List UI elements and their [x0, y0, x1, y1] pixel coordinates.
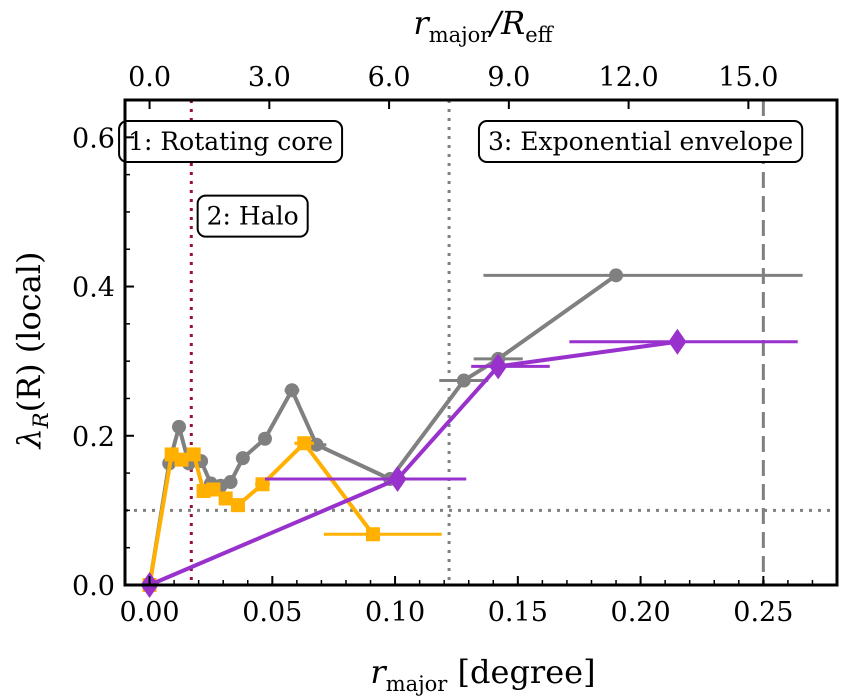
series-1-point-6 — [218, 491, 233, 506]
series-2-point-1 — [388, 466, 407, 493]
series-0-point-2 — [172, 419, 187, 434]
series-0-point-8 — [235, 451, 250, 466]
series-1-point-8 — [255, 477, 270, 492]
series-0-line — [147, 273, 618, 586]
series-1-point-2 — [174, 452, 189, 467]
annotation-layer: 1: Rotating core 2: Halo 3: Exponential en… — [118, 120, 804, 238]
x-tick-label-2: 0.10 — [365, 597, 425, 628]
series-0 — [142, 268, 803, 592]
series-1-point-5 — [206, 482, 221, 497]
annotation-1-text: 2: Halo — [207, 202, 299, 231]
top-x-axis-label: rmajor/Reff — [413, 4, 554, 47]
series-layer — [140, 268, 803, 598]
series-2-point-3 — [668, 328, 687, 355]
annotation-0-text: 1: Rotating core — [128, 127, 333, 156]
y-axis-label: λR(R) (local) — [10, 251, 53, 450]
top-x-tick-label-4: 12.0 — [599, 62, 659, 93]
x-tick-label-3: 0.15 — [488, 597, 548, 628]
annotation-2-box — [477, 120, 804, 164]
annotation-1: 2: Halo — [196, 194, 309, 238]
series-1-point-10 — [365, 527, 380, 542]
series-0-point-15 — [609, 268, 624, 283]
series-1 — [142, 436, 442, 592]
top-x-tick-label-1: 3.0 — [248, 62, 291, 93]
y-tick-label-2: 0.4 — [72, 273, 115, 304]
y-tick-label-0: 0.0 — [72, 571, 115, 602]
x-axis-label: rmajor [degree] — [370, 653, 595, 696]
annotation-0: 1: Rotating core — [118, 120, 344, 164]
annotation-2-text: 3: Exponential envelope — [488, 127, 793, 156]
y-tick-label-1: 0.2 — [72, 422, 115, 453]
series-0-point-13 — [456, 373, 471, 388]
top-x-tick-label-0: 0.0 — [128, 62, 171, 93]
axis-layer: 0.00 0.05 0.10 0.15 0.20 0.25 0.0 0.2 0.4 0.6 0.0 3… — [72, 62, 814, 628]
y-tick-label-3: 0.6 — [72, 123, 115, 154]
series-2-line — [148, 339, 678, 587]
series-1-point-7 — [230, 498, 245, 513]
top-x-tick-label-3: 9.0 — [487, 62, 530, 93]
x-tick-label-4: 0.20 — [611, 597, 671, 628]
series-0-point-7 — [223, 475, 238, 490]
top-x-tick-label-2: 6.0 — [368, 62, 411, 93]
x-tick-label-0: 0.00 — [119, 597, 179, 628]
series-2-point-2 — [489, 353, 508, 380]
x-tick-label-1: 0.05 — [242, 597, 302, 628]
annotation-0-box — [118, 120, 344, 164]
plot-frame — [123, 98, 839, 587]
series-1-point-9 — [297, 436, 312, 451]
x-tick-label-5: 0.25 — [733, 597, 793, 628]
annotation-2: 3: Exponential envelope — [477, 120, 804, 164]
series-0-point-11 — [309, 437, 324, 452]
series-0-point-9 — [257, 431, 272, 446]
top-x-tick-label-5: 15.0 — [718, 62, 778, 93]
series-1-point-3 — [186, 447, 201, 462]
series-0-point-10 — [284, 383, 299, 398]
annotation-1-box — [196, 194, 309, 238]
